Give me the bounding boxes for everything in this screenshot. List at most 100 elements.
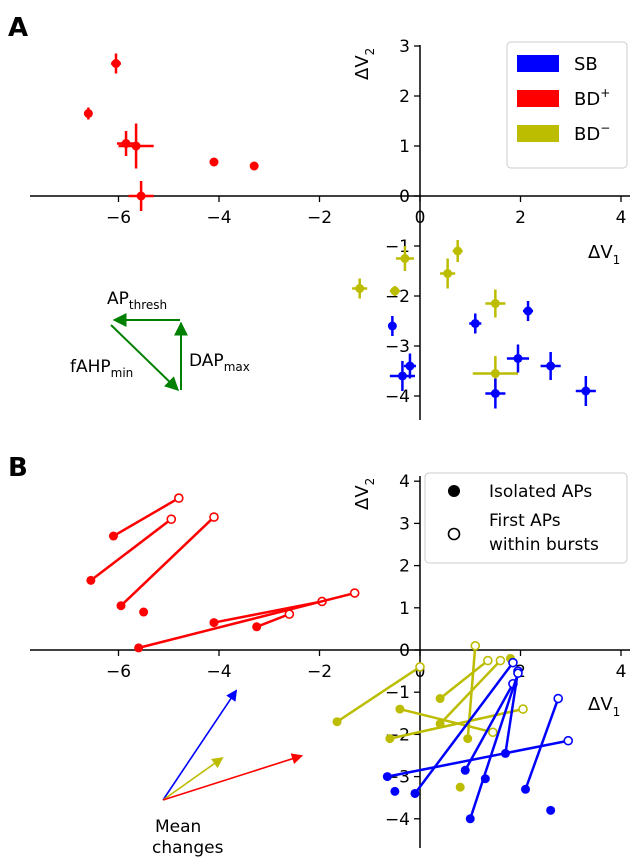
isolated-point-SB	[410, 788, 420, 798]
isolated-point-SB	[465, 814, 475, 824]
data-point-SB	[397, 371, 407, 381]
panel-a-y-tick-label: −3	[385, 337, 410, 357]
mean-change-arrows	[162, 689, 304, 801]
mean-changes-label-line1: Mean	[155, 817, 201, 837]
panel-a-x-tick-label: 2	[515, 208, 526, 228]
isolated-point-BD_plus	[252, 622, 262, 632]
panel-b-y-tick-label: 4	[399, 472, 410, 492]
change-line-BD_minus	[336, 665, 421, 723]
data-point-SB	[546, 361, 556, 371]
panel-b-x-tick-label: −2	[307, 662, 332, 682]
burst-point-BD_minus	[470, 640, 481, 651]
panel-a-xlabel-text: ΔV1	[588, 242, 620, 267]
burst-point-BD_plus	[174, 493, 184, 503]
panel-b-data	[86, 493, 574, 824]
panel-b-legend: Isolated APs First APs within bursts	[424, 472, 628, 564]
panel-b-y-tick-label: 2	[399, 557, 410, 577]
panel-b-y-tick-label: 0	[399, 641, 410, 661]
data-point-BD_minus	[390, 286, 400, 296]
isolated-point-BD_minus	[455, 782, 465, 792]
legend-marker-open	[447, 527, 461, 541]
data-point-SB	[490, 389, 500, 398]
change-line-SB	[387, 739, 569, 778]
isolated-point-BD_minus	[332, 717, 342, 727]
panel-a-x-tick-label: −4	[206, 208, 231, 228]
isolated-point-SB	[390, 786, 400, 796]
change-line-BD_plus	[90, 518, 173, 582]
legend-label-first-line2: within bursts	[489, 535, 599, 555]
data-point-BD_minus	[355, 284, 365, 293]
isolated-point-SB	[480, 774, 490, 784]
legend-swatch-sb	[517, 55, 559, 72]
isolated-point-SB	[382, 772, 392, 782]
panel-a-x-tick-label: 4	[616, 208, 627, 228]
change-line-BD_minus	[439, 659, 489, 700]
isolated-point-BD_plus	[139, 607, 149, 617]
mean-change-arrow-SB	[162, 689, 238, 801]
data-point-SB	[523, 306, 533, 316]
panel-a-ylabel-text: ΔV2	[352, 48, 377, 80]
isolated-point-SB	[521, 784, 531, 794]
burst-point-BD_minus	[518, 704, 528, 714]
panel-b-ylabel-text: ΔV2	[352, 478, 377, 510]
diagram-arrow-fahp-min	[110, 324, 180, 391]
isolated-point-BD_plus	[116, 601, 126, 611]
panel-b-y-tick-label: −4	[385, 810, 410, 830]
isolated-point-BD_minus	[385, 734, 395, 744]
panel-a-y-tick-label: −1	[385, 237, 410, 257]
legend-label-isolated: Isolated APs	[489, 482, 592, 502]
burst-point-SB	[513, 668, 523, 679]
panel-b-x-tick-label: −4	[206, 662, 231, 682]
change-line-SB	[464, 683, 515, 771]
data-point-BD_plus	[209, 157, 219, 167]
feature-diagram: APthresh fAHPmin DAPmax	[70, 289, 250, 391]
change-line-BD_plus	[256, 612, 290, 628]
data-point-BD_minus	[400, 254, 410, 263]
data-point-BD_plus	[136, 191, 146, 201]
isolated-point-BD_plus	[86, 575, 96, 585]
panel-a-y-tick-label: 1	[399, 137, 410, 157]
data-point-BD_plus	[131, 141, 141, 151]
panel-b-x-tick-label: 4	[616, 662, 627, 682]
change-line-SB	[413, 661, 514, 795]
mean-changes-label-line2: changes	[152, 838, 224, 858]
change-line-BD_plus	[120, 516, 215, 607]
panel-b-xlabel-text: ΔV1	[588, 694, 620, 719]
panel-b-y-tick-label: 1	[399, 599, 410, 619]
change-line-BD_minus	[439, 659, 502, 725]
panel-label-a: A	[8, 13, 28, 43]
change-line-BD_minus	[399, 707, 494, 734]
data-point-SB	[513, 354, 523, 363]
panel-a-ylabel: ΔV2	[352, 48, 377, 80]
change-line-BD_plus	[112, 496, 180, 538]
burst-point-BD_minus	[495, 655, 506, 666]
panel-b-y-tick-label: −1	[385, 683, 410, 703]
isolated-point-BD_plus	[108, 531, 118, 541]
burst-point-BD_minus	[483, 655, 493, 666]
panel-a-legend: SB BD+ BD−	[506, 41, 628, 169]
legend-frame-b	[424, 472, 628, 564]
legend-label-sb: SB	[574, 54, 598, 75]
panel-label-b: B	[8, 453, 28, 483]
data-point-BD_minus	[453, 246, 463, 256]
mean-change-arrow-BD_minus	[162, 757, 224, 801]
data-point-BD_plus	[249, 161, 259, 171]
data-point-BD_minus	[443, 269, 453, 278]
burst-point-SB	[553, 693, 563, 704]
panel-b-x-tick-label: −6	[106, 662, 131, 682]
data-point-BD_minus	[490, 369, 500, 378]
panel-b-xlabel: ΔV1	[588, 694, 620, 719]
isolated-point-SB	[460, 765, 470, 775]
change-line-BD_plus	[138, 591, 355, 650]
legend-marker-filled	[448, 485, 460, 497]
legend-label-first-line1: First APs	[489, 511, 561, 531]
panel-a-y-tick-label: −4	[385, 387, 410, 407]
mean-change-arrow-BD_plus	[162, 753, 304, 801]
panel-a-x-tick-label: −6	[106, 208, 131, 228]
burst-point-BD_plus	[166, 514, 177, 524]
isolated-point-SB	[546, 805, 556, 815]
